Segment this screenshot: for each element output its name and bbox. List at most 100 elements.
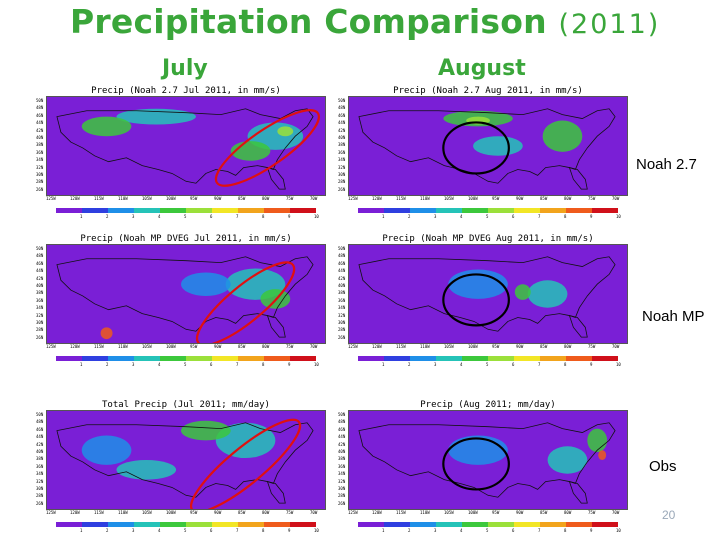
lon-tick-label: 125W xyxy=(348,510,358,515)
color-scale-swatch xyxy=(436,522,462,527)
color-scale-tick: 9 xyxy=(288,362,291,367)
lat-tick-label: 32N xyxy=(338,164,346,170)
color-scale-tick: 7 xyxy=(236,362,239,367)
lat-tick-label: 46N xyxy=(36,426,44,432)
lon-tick-label: 95W xyxy=(492,196,500,201)
lon-tick-label: 105W xyxy=(142,510,152,515)
lon-tick-label: 110W xyxy=(420,344,430,349)
lat-tick-label: 26N xyxy=(338,334,346,340)
lat-tick-label: 46N xyxy=(36,112,44,118)
color-scale-tick: 10 xyxy=(314,214,319,219)
color-scale-swatch xyxy=(566,208,592,213)
lon-tick-label: 90W xyxy=(214,344,222,349)
lon-tick-label: 115W xyxy=(94,196,104,201)
lon-tick-label: 95W xyxy=(492,344,500,349)
color-scale-tick: 7 xyxy=(236,528,239,533)
color-scale-bar xyxy=(56,522,316,527)
lat-tick-label: 42N xyxy=(338,441,346,447)
lat-tick-label: 50N xyxy=(338,412,346,417)
lat-tick-label: 30N xyxy=(338,486,346,491)
map-title: Precip (Noah MP DVEG Aug 2011, in mm/s) xyxy=(382,234,594,244)
lon-tick-label: 120W xyxy=(372,510,382,515)
lat-tick-label: 38N xyxy=(338,290,346,296)
precip-region xyxy=(448,435,508,465)
lon-tick-label: 120W xyxy=(70,196,80,201)
row-label-noah27: Noah 2.7 xyxy=(636,156,697,173)
lon-tick-label: 95W xyxy=(492,510,500,515)
color-scale-ticks: 1 2 3 4 5 6 7 8 9 10 xyxy=(56,214,319,220)
color-scale-tick: 6 xyxy=(210,528,213,533)
lon-tick-label: 120W xyxy=(372,344,382,349)
lat-tick-label: 42N xyxy=(338,127,346,133)
color-scale-swatch xyxy=(238,522,264,527)
lat-tick-label: 26N xyxy=(36,186,44,192)
color-scale-swatch xyxy=(592,356,618,361)
lat-tick-label: 42N xyxy=(338,275,346,281)
color-scale-swatch xyxy=(160,522,186,527)
lon-tick-label: 85W xyxy=(540,344,548,349)
lat-tick-label: 44N xyxy=(36,268,44,274)
map-latitude-labels: 50N 48N 46N 44N 42N 40N 38N 36N 34N 32N 30N 28N 26N xyxy=(338,98,348,194)
color-scale-swatch xyxy=(462,522,488,527)
lat-tick-label: 42N xyxy=(36,275,44,281)
color-scale-swatch xyxy=(514,522,540,527)
color-scale-tick: 10 xyxy=(314,362,319,367)
lon-tick-label: 100W xyxy=(468,196,478,201)
color-scale-tick: 1 xyxy=(80,362,83,367)
lat-tick-label: 46N xyxy=(338,426,346,432)
lat-tick-label: 42N xyxy=(36,127,44,133)
precip-region xyxy=(547,446,588,474)
color-scale-ticks: 1 2 3 4 5 6 7 8 9 10 xyxy=(358,362,621,368)
color-scale-tick: 1 xyxy=(80,214,83,219)
color-scale-tick: 4 xyxy=(158,214,161,219)
lon-tick-label: 110W xyxy=(118,196,128,201)
lat-tick-label: 40N xyxy=(36,449,44,454)
precip-region xyxy=(215,422,276,459)
color-scale-swatch xyxy=(212,356,238,361)
lat-tick-label: 30N xyxy=(338,172,346,177)
color-scale-tick: 4 xyxy=(460,214,463,219)
lon-tick-label: 115W xyxy=(396,196,406,201)
lat-tick-label: 44N xyxy=(36,120,44,126)
lat-tick-label: 28N xyxy=(338,327,346,333)
lon-tick-label: 110W xyxy=(420,196,430,201)
lat-tick-label: 38N xyxy=(36,290,44,296)
color-scale-tick: 5 xyxy=(184,528,187,533)
color-scale-swatch xyxy=(592,522,618,527)
lon-tick-label: 85W xyxy=(540,196,548,201)
lat-tick-label: 30N xyxy=(36,172,44,177)
lon-tick-label: 95W xyxy=(190,196,198,201)
lon-tick-label: 75W xyxy=(588,196,596,201)
color-scale-tick: 6 xyxy=(210,214,213,219)
us-outline xyxy=(358,422,616,498)
lat-tick-label: 38N xyxy=(36,456,44,462)
precip-map xyxy=(46,410,326,510)
lon-tick-label: 110W xyxy=(118,344,128,349)
lat-tick-label: 28N xyxy=(338,493,346,499)
lon-tick-label: 75W xyxy=(286,344,294,349)
lon-tick-label: 90W xyxy=(516,344,524,349)
lon-tick-label: 105W xyxy=(142,196,152,201)
lat-tick-label: 50N xyxy=(36,98,44,103)
lon-tick-label: 70W xyxy=(612,344,620,349)
lat-tick-label: 28N xyxy=(36,179,44,185)
lon-tick-label: 100W xyxy=(468,344,478,349)
color-scale-swatch xyxy=(566,356,592,361)
color-scale-tick: 5 xyxy=(486,214,489,219)
lat-tick-label: 36N xyxy=(338,463,346,469)
lat-tick-label: 34N xyxy=(338,305,346,311)
lat-tick-label: 34N xyxy=(36,471,44,477)
color-scale-swatch xyxy=(82,208,108,213)
map-longitude-labels: 125W 120W 115W 110W 105W 100W 95W 90W 85W 80W 75W 7… xyxy=(46,196,326,202)
color-scale-tick: 3 xyxy=(132,214,135,219)
color-scale-tick: 8 xyxy=(262,362,265,367)
lon-tick-label: 70W xyxy=(310,196,318,201)
florida-outline xyxy=(568,315,588,338)
lat-tick-label: 50N xyxy=(338,246,346,251)
lat-tick-label: 42N xyxy=(36,441,44,447)
map-title: Precip (Aug 2011; mm/day) xyxy=(420,400,556,410)
lon-tick-label: 75W xyxy=(286,510,294,515)
color-scale-swatch xyxy=(160,208,186,213)
highlight-oval-black xyxy=(442,273,510,327)
lon-tick-label: 70W xyxy=(612,196,620,201)
